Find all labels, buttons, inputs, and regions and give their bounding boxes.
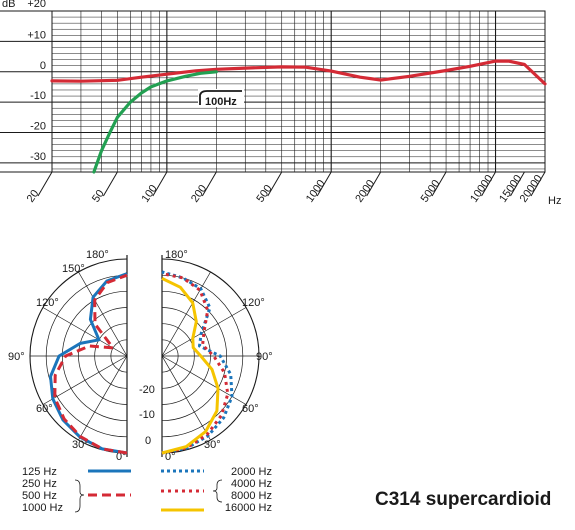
legend-label-left: 500 Hz xyxy=(22,490,57,502)
polar-angle-label: 60° xyxy=(36,403,53,415)
polar-spoke xyxy=(42,355,128,405)
y-unit-label: dB xyxy=(2,0,15,10)
polar-angle-label: 120° xyxy=(242,297,265,309)
polar-angle-label: 60° xyxy=(242,403,259,415)
x-tick-mark xyxy=(431,171,447,197)
polar-db-label: -10 xyxy=(139,409,155,421)
polar-spoke xyxy=(42,307,128,357)
frequency-response-chart: +20 +10 0 -10 -20 -30 dB 20 50 100 200 500 1000 2000 5… xyxy=(0,0,561,207)
x-tick-label: 2000 xyxy=(353,178,377,205)
legend-brace-right xyxy=(212,479,223,503)
legend-label-left: 1000 Hz xyxy=(22,502,63,514)
x-tick-mark xyxy=(481,171,496,197)
x-tick-mark xyxy=(201,171,217,197)
polar-angle-label: 90° xyxy=(8,351,25,363)
polar-db-label: 0 xyxy=(145,435,151,447)
legend-label-right: 2000 Hz xyxy=(231,466,272,478)
x-tick-label: 5000 xyxy=(419,178,443,205)
legend-label-left: 250 Hz xyxy=(22,478,57,490)
legend-label-right: 16000 Hz xyxy=(225,502,272,514)
x-tick-mark xyxy=(102,171,118,197)
y-tick-label: 0 xyxy=(40,60,46,72)
response-curve-0 xyxy=(50,59,547,86)
x-tick-label: 50 xyxy=(90,188,107,205)
polar-spoke xyxy=(161,355,247,405)
x-tick-mark xyxy=(152,171,168,197)
polar-spoke xyxy=(78,271,128,357)
y-tick-label: -30 xyxy=(30,151,46,163)
polar-curve-right-0 xyxy=(161,270,234,455)
x-tick-label: 1000 xyxy=(304,178,328,205)
x-tick-mark xyxy=(366,171,382,197)
polar-db-label: -20 xyxy=(139,384,155,396)
y-tick-label: +20 xyxy=(27,0,46,10)
polar-angle-label: 120° xyxy=(36,297,59,309)
polar-spoke xyxy=(161,271,211,357)
x-tick-label: 10000 xyxy=(468,173,495,205)
x-tick-label: 20 xyxy=(25,188,42,205)
chart-title: C314 supercardioid xyxy=(375,489,551,510)
polar-spoke xyxy=(161,307,247,357)
y-tick-label: -20 xyxy=(30,121,46,133)
y-tick-label: -10 xyxy=(30,90,46,102)
polar-curve-right-2 xyxy=(161,277,220,455)
legend-brace-left xyxy=(74,479,85,513)
annotation-box xyxy=(198,89,244,107)
x-tick-label: 200 xyxy=(189,183,209,205)
polar-angle-label: 30° xyxy=(204,439,221,451)
y-tick-label: +10 xyxy=(27,29,46,41)
polar-angle-label: 180° xyxy=(86,249,109,261)
x-tick-label: 100 xyxy=(139,183,159,205)
legend-label-right: 4000 Hz xyxy=(231,478,272,490)
x-unit-label: Hz xyxy=(548,195,561,207)
polar-angle-label: 180° xyxy=(165,249,188,261)
x-tick-label: 500 xyxy=(254,183,274,205)
polar-curve-right-1 xyxy=(161,272,230,455)
polar-curve-left-1 xyxy=(53,273,128,455)
polar-pattern-chart: 180°150°120°90°60°30°0°180°120°90°60°30°… xyxy=(8,249,273,514)
x-tick-mark xyxy=(267,171,283,197)
annotation-filter-symbol xyxy=(199,90,242,105)
polar-angle-label: 90° xyxy=(256,351,273,363)
x-tick-mark xyxy=(510,171,525,197)
annotation-label: 100Hz xyxy=(205,96,237,108)
polar-angle-label: 0° xyxy=(116,451,127,463)
polar-spoke xyxy=(161,355,211,441)
polar-angle-label: 30° xyxy=(72,439,89,451)
legend-label-right: 8000 Hz xyxy=(231,490,272,502)
response-curve-1 xyxy=(92,70,218,174)
x-tick-mark xyxy=(530,171,546,197)
x-tick-mark xyxy=(316,171,332,197)
polar-spoke xyxy=(78,355,128,441)
polar-angle-label: 150° xyxy=(62,263,85,275)
x-tick-mark xyxy=(37,171,53,197)
polar-angle-label: 0° xyxy=(165,451,176,463)
legend-label-left: 125 Hz xyxy=(22,466,57,478)
